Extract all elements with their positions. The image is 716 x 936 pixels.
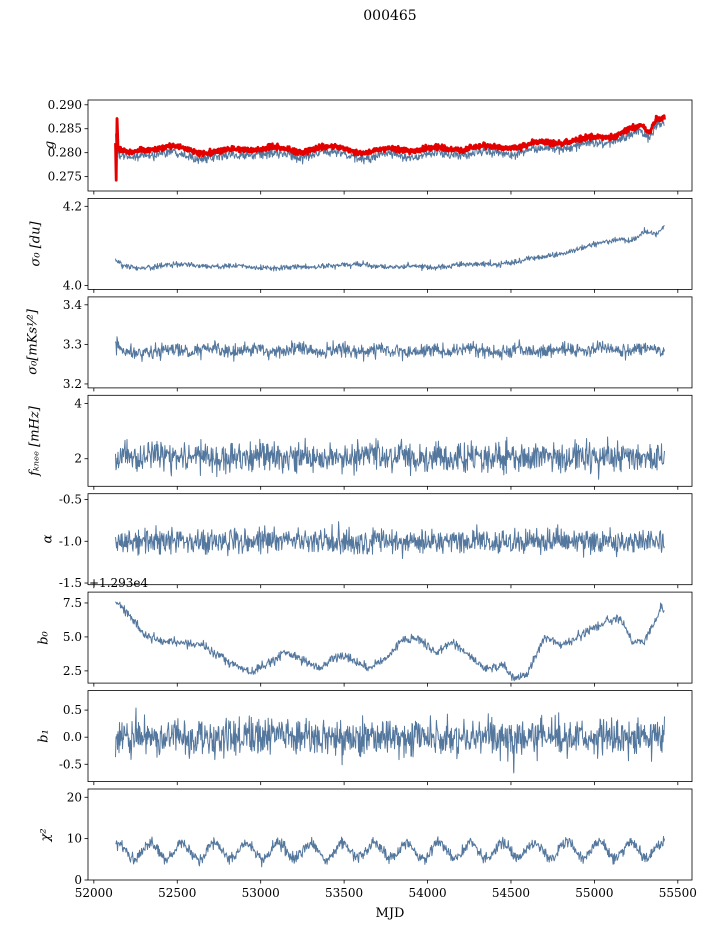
svg-text:55500: 55500: [659, 886, 697, 900]
svg-text:52500: 52500: [158, 886, 196, 900]
svg-text:53500: 53500: [325, 886, 363, 900]
figure-title: 000465: [363, 8, 417, 24]
y-axis-label-b0: b₀: [36, 631, 52, 645]
svg-text:7.5: 7.5: [63, 596, 82, 610]
svg-text:0.285: 0.285: [48, 122, 82, 136]
svg-text:0.280: 0.280: [48, 146, 82, 160]
svg-text:-1.0: -1.0: [59, 534, 82, 548]
svg-text:-0.5: -0.5: [59, 757, 82, 771]
y-axis-label-chi2: χ²: [38, 828, 54, 842]
y-axis-label-b1: b₁: [36, 729, 52, 743]
svg-text:2.5: 2.5: [63, 664, 82, 678]
svg-text:3.2: 3.2: [63, 377, 82, 391]
svg-text:2: 2: [74, 452, 82, 466]
y-axis-label-alpha: α: [40, 534, 56, 544]
svg-text:4: 4: [74, 397, 82, 411]
svg-text:0.275: 0.275: [48, 170, 82, 184]
y-axis-label-sigma0-du: σ₀ [du]: [28, 221, 44, 267]
svg-text:0.290: 0.290: [48, 98, 82, 112]
svg-text:-0.5: -0.5: [59, 493, 82, 507]
svg-text:3.4: 3.4: [63, 298, 82, 312]
svg-text:4.2: 4.2: [63, 199, 82, 213]
svg-text:0: 0: [74, 873, 82, 887]
svg-text:10: 10: [67, 832, 82, 846]
svg-text:3.3: 3.3: [63, 337, 82, 351]
x-axis-label: MJD: [375, 906, 405, 921]
svg-text:0.5: 0.5: [63, 703, 82, 717]
y-axis-label-g: g: [42, 140, 58, 150]
svg-text:4.0: 4.0: [63, 278, 82, 292]
svg-text:54000: 54000: [408, 886, 446, 900]
svg-text:55000: 55000: [575, 886, 613, 900]
y-axis-label-sigma0-mks: σ₀[mKs¹⁄²]: [25, 309, 41, 375]
svg-text:-1.5: -1.5: [59, 576, 82, 590]
svg-text:54500: 54500: [492, 886, 530, 900]
svg-text:53000: 53000: [242, 886, 280, 900]
y-axis-offset-text-b0: +1.293e4: [89, 576, 149, 590]
svg-text:52000: 52000: [75, 886, 113, 900]
y-axis-label-fknee: fₖₙₑₑ [mHz]: [27, 406, 43, 476]
svg-text:5.0: 5.0: [63, 630, 82, 644]
svg-text:0.0: 0.0: [63, 730, 82, 744]
svg-text:20: 20: [67, 790, 82, 804]
